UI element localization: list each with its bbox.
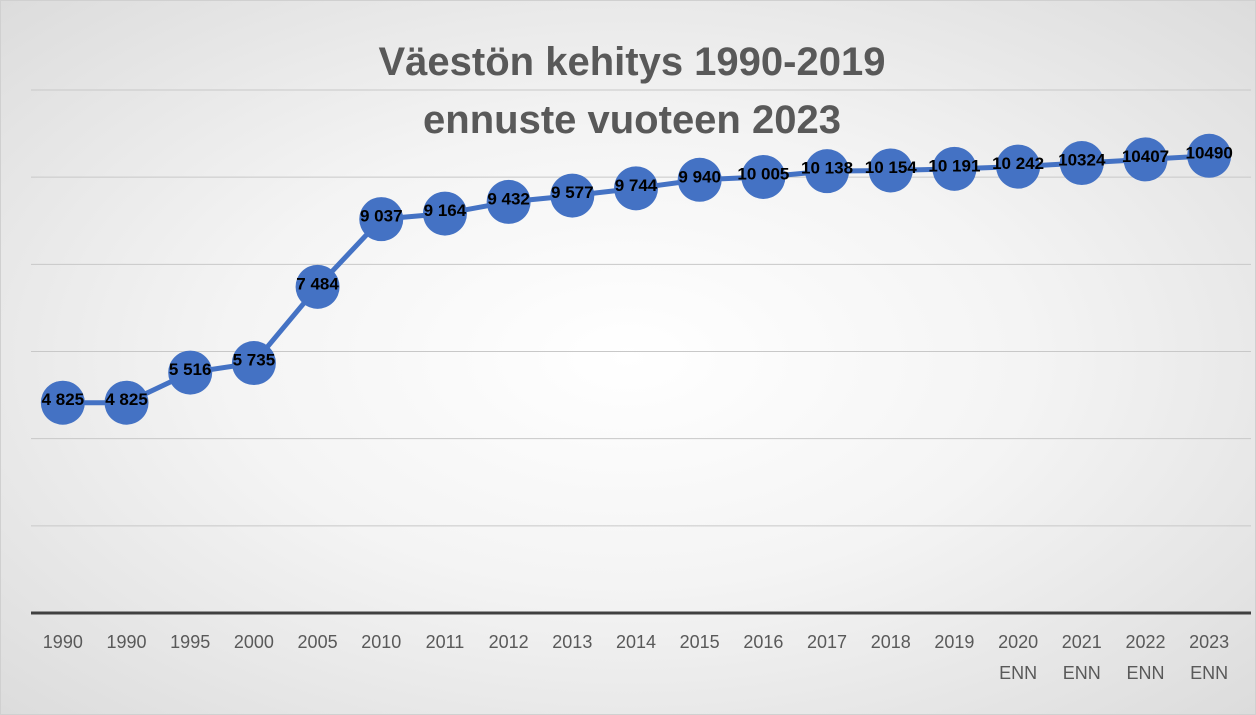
x-tick-label: 1990 bbox=[106, 632, 147, 652]
x-tick-label: 2023 ENN bbox=[1189, 632, 1230, 683]
marker bbox=[486, 179, 531, 224]
data-label: 9 164 bbox=[424, 201, 467, 220]
x-tick-label: 2013 bbox=[552, 632, 593, 652]
x-tick-label: 1990 bbox=[42, 632, 83, 652]
marker bbox=[359, 197, 404, 242]
x-tick-label: 2012 bbox=[488, 632, 529, 652]
x-tick-label: 2014 bbox=[615, 632, 657, 652]
marker bbox=[104, 380, 149, 425]
marker bbox=[1059, 141, 1104, 186]
x-tick-label: 2017 bbox=[807, 632, 848, 652]
chart-title: Väestön kehitys 1990-2019 bbox=[379, 40, 886, 84]
data-label: 10 242 bbox=[992, 154, 1044, 173]
data-label: 5 735 bbox=[233, 351, 276, 370]
x-tick-label: 2000 bbox=[233, 632, 274, 652]
marker bbox=[1123, 137, 1168, 182]
chart-subtitle: ennuste vuoteen 2023 bbox=[423, 98, 841, 142]
data-label: 5 516 bbox=[169, 360, 212, 379]
data-label: 9 432 bbox=[487, 189, 530, 208]
marker bbox=[168, 350, 213, 395]
data-label: 10 191 bbox=[928, 156, 980, 175]
marker bbox=[295, 264, 340, 309]
marker bbox=[868, 148, 913, 193]
x-tick-label: 2019 bbox=[934, 632, 975, 652]
data-label: 10 005 bbox=[737, 164, 789, 183]
marker bbox=[40, 380, 85, 425]
marker bbox=[1187, 133, 1232, 178]
marker bbox=[996, 144, 1041, 189]
data-label: 9 577 bbox=[551, 183, 594, 202]
data-label: 10407 bbox=[1122, 147, 1169, 166]
x-tick-label: 2005 bbox=[297, 632, 338, 652]
marker bbox=[741, 154, 786, 199]
data-label: 10 138 bbox=[801, 159, 853, 178]
x-tick-label: 2016 bbox=[743, 632, 784, 652]
x-tick-label: 2021 ENN bbox=[1061, 632, 1102, 683]
marker bbox=[231, 341, 276, 386]
marker bbox=[677, 157, 722, 202]
x-tick-label: 2022 ENN bbox=[1125, 632, 1166, 683]
data-label: 7 484 bbox=[296, 274, 339, 293]
data-label: 9 037 bbox=[360, 207, 403, 226]
data-label: 10490 bbox=[1186, 143, 1233, 162]
marker bbox=[550, 173, 595, 218]
x-tick-label: 2018 bbox=[870, 632, 911, 652]
data-label: 10324 bbox=[1058, 151, 1106, 170]
data-label: 4 825 bbox=[105, 390, 148, 409]
x-tick-label: 2020 ENN bbox=[998, 632, 1039, 683]
marker bbox=[614, 166, 658, 211]
marker bbox=[932, 146, 977, 191]
marker bbox=[422, 191, 467, 236]
marker bbox=[805, 149, 850, 194]
x-tick-label: 1995 bbox=[170, 632, 211, 652]
data-label: 10 154 bbox=[865, 158, 918, 177]
data-label: 9 940 bbox=[678, 167, 721, 186]
data-label: 4 825 bbox=[42, 390, 85, 409]
data-label: 9 744 bbox=[615, 176, 658, 195]
x-tick-label: 2011 bbox=[425, 632, 465, 652]
x-tick-label: 2010 bbox=[361, 632, 402, 652]
x-tick-label: 2015 bbox=[679, 632, 720, 652]
